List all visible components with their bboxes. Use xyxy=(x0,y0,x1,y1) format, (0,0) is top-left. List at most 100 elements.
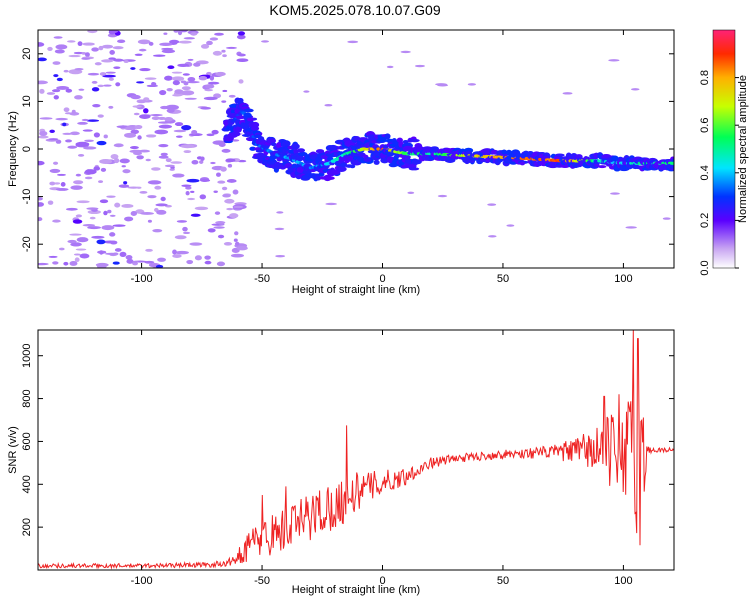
top-x-tick-label: 0 xyxy=(379,273,385,285)
spectrogram-noise-blob xyxy=(232,189,239,195)
spectrogram-noise-blob xyxy=(157,116,166,120)
spectrogram-noise-blob xyxy=(119,251,127,257)
spectrogram-noise-blob xyxy=(183,150,192,154)
spectrogram-noise-blob xyxy=(216,172,221,177)
spectrogram-noise-blob xyxy=(147,219,152,223)
spectrogram-noise-blob xyxy=(84,139,94,143)
spectrogram-noise-blob xyxy=(185,191,190,196)
spectrogram-noise-blob xyxy=(187,197,196,201)
spectrogram-noise-blob xyxy=(187,76,196,82)
spectrogram-noise-blob xyxy=(166,108,175,113)
spectrogram-noise-blob xyxy=(79,253,90,259)
spectrogram-noise-blob xyxy=(183,37,196,40)
spectrogram-noise-blob xyxy=(176,220,188,223)
spectrogram-noise-blob xyxy=(102,74,116,78)
spectrogram-noise-blob xyxy=(214,211,221,215)
spectrogram-noise-blob xyxy=(69,131,80,136)
spectrogram-noise-blob xyxy=(69,111,80,116)
spectrogram-noise-blob xyxy=(221,186,228,191)
spectrogram-noise-blob xyxy=(172,249,177,255)
spectrogram-noise-blob xyxy=(73,51,84,55)
spectrogram-noise-blob xyxy=(99,158,113,164)
top-y-tick-label: 10 xyxy=(21,95,33,107)
spectrogram-noise-blob xyxy=(149,114,163,117)
spectrogram-noise-blob xyxy=(95,262,109,267)
spectrogram-noise-blob xyxy=(49,181,56,186)
spectrogram-noise-blob xyxy=(87,72,100,76)
spectrogram-ridge-halo xyxy=(349,164,356,169)
spectrogram-noise-blob xyxy=(467,83,476,86)
spectrogram-noise-blob xyxy=(67,40,76,43)
colorbar-label: Normalized spectral amplitude xyxy=(737,75,749,223)
spectrogram-noise-blob xyxy=(121,165,126,168)
spectrogram-noise-blob xyxy=(122,169,131,174)
spectrogram-noise-blob xyxy=(216,261,226,267)
spectrogram-noise-blob xyxy=(91,235,105,239)
spectrogram-ridge-halo xyxy=(258,136,265,141)
spectrogram-noise-blob xyxy=(136,155,144,160)
spectrogram-noise-blob xyxy=(324,104,333,107)
spectrogram-noise-blob xyxy=(74,257,80,263)
spectrogram-ridge-halo xyxy=(275,142,283,149)
spectrogram-noise-blob xyxy=(96,239,106,245)
spectrogram-noise-blob xyxy=(138,149,151,153)
spectrogram-noise-blob xyxy=(97,114,104,118)
spectrogram-noise-blob xyxy=(206,71,212,76)
spectrogram-noise-blob xyxy=(204,89,214,92)
spectrogram-noise-blob xyxy=(54,182,61,185)
spectrogram-noise-blob xyxy=(63,261,69,266)
spectrogram-noise-blob xyxy=(386,65,394,69)
spectrogram-noise-blob xyxy=(119,158,130,164)
spectrogram-noise-blob xyxy=(48,255,58,258)
spectrogram-noise-blob xyxy=(166,87,173,92)
spectrogram-noise-blob xyxy=(182,226,188,232)
spectrogram-noise-blob xyxy=(662,217,671,220)
spectrogram-noise-blob xyxy=(112,261,120,265)
spectrogram-noise-blob xyxy=(186,178,200,183)
spectrogram-noise-blob xyxy=(52,61,61,65)
spectrogram-noise-blob xyxy=(127,186,140,189)
spectrogram-noise-blob xyxy=(170,161,183,164)
spectrogram-noise-blob xyxy=(630,88,640,91)
spectrogram-noise-blob xyxy=(74,67,84,71)
spectrogram-noise-blob xyxy=(109,240,118,245)
spectrogram-ridge-halo xyxy=(314,175,322,181)
top-x-tick-label: 50 xyxy=(497,273,509,285)
bottom-y-tick-label: 600 xyxy=(21,432,33,450)
spectrogram-noise-blob xyxy=(53,95,59,100)
spectrogram-noise-blob xyxy=(213,226,225,229)
spectrogram-noise-blob xyxy=(47,200,54,205)
spectrogram-noise-blob xyxy=(84,176,93,180)
spectrogram-noise-blob xyxy=(103,210,108,216)
spectrogram-noise-blob xyxy=(103,134,108,139)
spectrogram-noise-blob xyxy=(155,264,164,268)
spectrogram-noise-blob xyxy=(180,90,195,96)
spectrogram-noise-blob xyxy=(108,30,119,34)
spectrogram-noise-blob xyxy=(93,166,101,171)
spectrogram-noise-blob xyxy=(206,133,215,137)
spectrogram-ridge-halo xyxy=(408,167,420,171)
bottom-y-tick-label: 800 xyxy=(21,389,33,407)
colorbar-tick-label: 0.2 xyxy=(699,213,711,228)
spectrogram-noise-blob xyxy=(171,71,183,74)
spectrogram-noise-blob xyxy=(97,84,104,88)
spectrogram-noise-blob xyxy=(133,151,142,156)
spectrogram-noise-blob xyxy=(224,198,235,204)
spectrogram-noise-blob xyxy=(190,32,198,36)
spectrogram-noise-blob xyxy=(81,51,87,55)
spectrogram-noise-blob xyxy=(73,253,81,256)
spectrogram-noise-blob xyxy=(167,65,175,70)
spectrogram-noise-blob xyxy=(180,80,187,84)
spectrogram-noise-blob xyxy=(143,108,149,114)
spectrogram-noise-blob xyxy=(48,138,59,141)
spectrogram-ridge-halo xyxy=(402,139,409,144)
spectrogram-noise-blob xyxy=(75,141,90,147)
spectrogram-noise-blob xyxy=(174,122,184,127)
spectrogram-ridge-halo xyxy=(444,157,456,163)
spectrogram-noise-blob xyxy=(75,214,83,218)
spectrogram-noise-blob xyxy=(49,168,61,174)
spectrogram-noise-blob xyxy=(303,90,310,93)
spectrogram-noise-blob xyxy=(55,187,69,191)
spectrogram-noise-blob xyxy=(209,75,215,81)
spectrogram-ridge-halo xyxy=(297,151,308,157)
